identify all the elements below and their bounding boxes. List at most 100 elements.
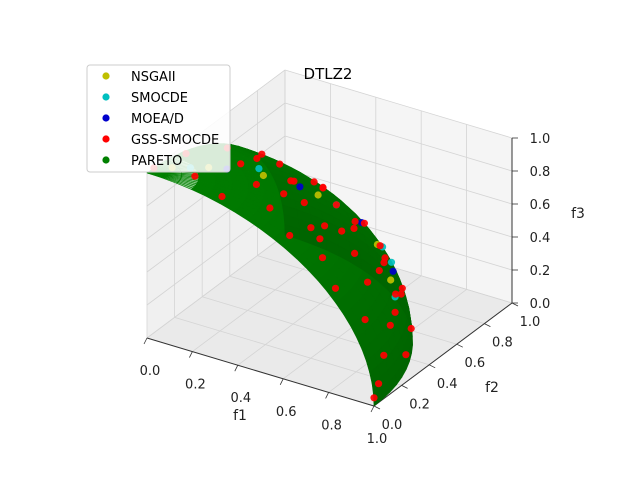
gss-smocde-point <box>287 177 295 185</box>
legend-marker-pareto <box>102 156 110 164</box>
x-tick-mark <box>325 392 329 399</box>
smocde-point <box>387 258 396 266</box>
x-axis-label: f1 <box>233 408 247 424</box>
moea-d-point <box>389 267 397 275</box>
gss-smocde-point <box>398 284 406 292</box>
y-axis-line <box>373 302 513 407</box>
gss-smocde-point <box>380 259 388 267</box>
gss-smocde-point <box>370 394 378 402</box>
gss-smocde-point <box>300 199 308 207</box>
x-tick-label: 0.8 <box>321 418 342 433</box>
axis-labels: f1 f2 f3 <box>233 206 585 424</box>
z-tick-label: 1.0 <box>530 132 551 147</box>
gss-smocde-point <box>318 254 327 262</box>
y-tick-mark <box>401 385 408 389</box>
y-tick-label: 0.0 <box>382 418 403 433</box>
gss-smocde-point <box>338 227 346 235</box>
gss-smocde-point <box>319 183 327 191</box>
legend-box <box>86 64 231 173</box>
left-wall-grid-line <box>146 234 286 339</box>
nsgaii-point <box>387 276 395 284</box>
legend-marker-smocde <box>102 93 110 101</box>
gss-smocde-point <box>266 204 274 212</box>
x-tick-label: 0.0 <box>140 364 161 379</box>
gss-smocde-point <box>386 321 394 329</box>
gss-smocde-point <box>237 160 245 168</box>
x-tick-label: 0.4 <box>230 391 251 406</box>
x-tick-mark <box>370 405 375 413</box>
gss-smocde-point <box>392 290 400 298</box>
z-tick-label: 0.8 <box>530 165 551 180</box>
gss-smocde-point <box>191 172 199 180</box>
gss-smocde-point <box>350 224 358 232</box>
x-tick-mark <box>279 378 284 385</box>
gss-smocde-point <box>361 316 369 324</box>
tick-labels: 0.00.20.40.60.81.00.00.20.40.60.81.00.00… <box>140 132 551 447</box>
gss-smocde-point <box>331 284 340 292</box>
y-tick-label: 0.2 <box>409 397 430 412</box>
legend: NSGAII SMOCDE MOEA/D GSS-SMOCDE PARETO <box>86 64 231 173</box>
gss-smocde-point <box>351 217 359 226</box>
y-tick-mark <box>456 343 463 348</box>
y-axis-label: f2 <box>485 380 499 396</box>
x-tick-mark <box>189 351 193 358</box>
legend-label-nsgaii: NSGAII <box>131 70 176 85</box>
data-points <box>150 144 415 402</box>
back-wall-grid-line <box>284 69 513 139</box>
y-tick-mark <box>429 364 436 369</box>
nsgaii-point <box>259 171 267 180</box>
x-tick-mark <box>234 365 239 372</box>
z-tick-label: 0.4 <box>530 231 551 246</box>
y-tick-mark <box>373 405 381 410</box>
gss-smocde-point <box>252 180 260 189</box>
legend-label-pareto: PARETO <box>131 154 182 169</box>
x-axis-line <box>146 337 375 407</box>
gss-smocde-point <box>360 219 368 227</box>
floor-grid-line <box>174 317 402 386</box>
gss-smocde-point <box>332 201 340 209</box>
gss-smocde-point <box>397 290 405 298</box>
x-tick-label: 0.6 <box>276 405 297 420</box>
gss-smocde-point <box>402 351 410 359</box>
legend-label-smocde: SMOCDE <box>131 91 188 106</box>
z-tick-label: 0.2 <box>530 264 551 279</box>
legend-label-gss-smocde: GSS-SMOCDE <box>131 133 219 148</box>
gss-smocde-point <box>351 249 359 257</box>
gss-smocde-point <box>375 267 383 275</box>
smocde-point <box>255 165 263 173</box>
gss-smocde-point <box>321 222 329 230</box>
gss-smocde-point <box>376 242 384 250</box>
legend-marker-nsgaii <box>102 72 110 80</box>
gss-smocde-point <box>316 235 324 243</box>
gss-smocde-point <box>364 278 372 286</box>
back-wall-grid-line <box>284 102 513 172</box>
y-tick-mark <box>511 302 519 307</box>
gss-smocde-point <box>276 160 284 168</box>
gss-smocde-point <box>258 150 266 158</box>
y-tick-mark <box>484 323 491 327</box>
x-tick-mark <box>143 337 148 345</box>
chart-title: DTLZ2 <box>304 65 353 83</box>
x-tick-label: 0.2 <box>185 378 206 393</box>
gss-smocde-point <box>310 178 318 186</box>
gss-smocde-point <box>218 192 226 201</box>
gss-smocde-point <box>253 154 261 163</box>
nsgaii-point <box>314 191 322 199</box>
gss-smocde-point <box>391 308 399 316</box>
gss-smocde-point <box>307 224 315 232</box>
z-axis-label: f3 <box>571 206 585 222</box>
x-tick-label: 1.0 <box>367 432 388 447</box>
moea-d-point <box>296 183 304 191</box>
back-wall-grid-line <box>284 168 513 238</box>
y-tick-label: 1.0 <box>520 315 541 330</box>
legend-label-moea-d: MOEA/D <box>131 112 184 127</box>
y-tick-label: 0.8 <box>492 336 513 351</box>
z-tick-label: 0.0 <box>530 297 551 312</box>
gss-smocde-point <box>407 324 415 333</box>
y-tick-label: 0.4 <box>437 377 458 392</box>
legend-marker-moea-d <box>102 114 110 122</box>
gss-smocde-point <box>380 351 388 359</box>
gss-smocde-point <box>286 231 294 240</box>
back-wall-grid-line <box>284 135 513 205</box>
legend-marker-gss-smocde <box>102 135 110 143</box>
